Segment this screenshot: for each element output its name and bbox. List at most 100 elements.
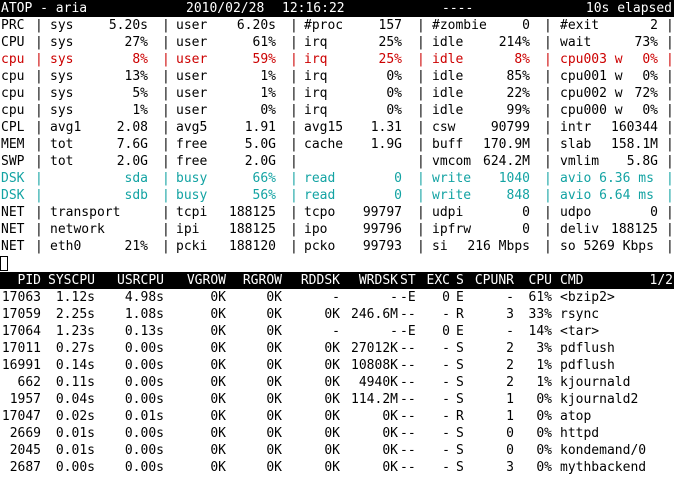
stat-cell: | — [290, 120, 298, 135]
stat-row-net: NET | network | ipi 188125 | ipo 99796 | ipfrw 0 | de… — [0, 221, 674, 238]
process-cell: 1 — [506, 392, 514, 407]
process-cell: 17011 — [1, 341, 41, 356]
column-header: PID — [17, 273, 41, 288]
process-cell: - — [442, 307, 450, 322]
stat-cell: cpu003 w — [560, 52, 623, 67]
process-cell: 0K — [266, 324, 282, 339]
process-cell: 0% — [536, 409, 552, 424]
header-date: 2010/02/28 — [186, 1, 265, 16]
stat-cell: 2.08 — [116, 120, 148, 135]
stat-cell: 1.31 — [370, 120, 402, 135]
stat-cell: ipi — [176, 222, 200, 237]
stat-cell: 72% — [634, 86, 658, 101]
stat-cell: udpi — [432, 205, 464, 220]
stat-cell: | — [35, 69, 43, 84]
stat-cell: | — [544, 35, 552, 50]
process-cell: - — [442, 426, 450, 441]
stat-cell: 2.0G — [116, 154, 148, 169]
process-cell: 0K — [324, 307, 340, 322]
column-header: RGROW — [242, 273, 282, 288]
stat-row-prc: PRC | sys 5.20s | user 6.20s | #proc 157 | #zombie 0… — [0, 17, 674, 34]
stat-cell: | — [290, 52, 298, 67]
stat-cell: 5.20s — [108, 18, 148, 33]
process-cell: - — [442, 341, 450, 356]
stat-cell: ipfrw — [432, 222, 472, 237]
stat-cell: | — [417, 171, 425, 186]
stat-cell: sda — [124, 171, 148, 186]
stat-cell: | — [290, 18, 298, 33]
stat-cell: tcpo — [304, 205, 336, 220]
stat-cell: | — [417, 69, 425, 84]
stat-cell: 0% — [642, 52, 658, 67]
stat-cell: irq — [304, 86, 328, 101]
stat-cell: 13% — [124, 69, 148, 84]
stat-cell: | — [544, 205, 552, 220]
header-time: 12:16:22 — [282, 1, 345, 16]
process-cell: 114.2M — [351, 392, 398, 407]
process-cell: 1% — [536, 375, 552, 390]
stat-cell: 66% — [252, 171, 276, 186]
stat-cell: 0 — [522, 222, 530, 237]
stat-cell: 0 — [394, 171, 402, 186]
process-cell: -- — [400, 341, 416, 356]
process-cell: 0K — [324, 460, 340, 475]
stat-row-net: NET | transport | tcpi 188125 | tcpo 99797 | udpi 0… — [0, 204, 674, 221]
stat-cell: tcpi — [176, 205, 208, 220]
stat-cell: | — [417, 188, 425, 203]
process-cell: 2045 — [9, 443, 41, 458]
stat-cell: 61% — [252, 35, 276, 50]
stat-cell — [60, 221, 148, 238]
stat-cell: | — [666, 222, 674, 237]
stat-cell: 1% — [260, 69, 276, 84]
process-cell: 1.23s — [55, 324, 95, 339]
stat-cell: read — [304, 188, 336, 203]
process-cell: 0K — [266, 460, 282, 475]
stat-cell — [330, 153, 402, 170]
stat-cell: 59% — [252, 52, 276, 67]
stat-cell: 7.6G — [116, 137, 148, 152]
process-cell: 0K — [382, 409, 398, 424]
process-cell: S — [456, 460, 464, 475]
stat-cell: 5.0G — [244, 137, 276, 152]
process-cell: R — [456, 409, 464, 424]
stat-cell: si — [432, 239, 448, 254]
stat-cell: 188125 — [611, 222, 658, 237]
stat-cell: 158.1M — [611, 137, 658, 152]
stat-cell: 160344 — [611, 120, 658, 135]
stat-cell: 2.0G — [244, 154, 276, 169]
stat-cell: | — [666, 154, 674, 169]
stat-cell: avio 6.36 ms — [560, 171, 654, 186]
stat-cell: | — [290, 137, 298, 152]
process-cell: 0K — [324, 341, 340, 356]
process-cell: 0K — [324, 426, 340, 441]
stat-cell: | — [417, 154, 425, 169]
process-cell: -E — [400, 290, 416, 305]
stat-cell: CPU — [1, 35, 25, 50]
process-cell: -E — [400, 324, 416, 339]
process-cell: 0K — [382, 426, 398, 441]
stat-cell: 188125 — [229, 222, 276, 237]
process-cell: R — [456, 307, 464, 322]
stat-cell: 1% — [132, 103, 148, 118]
process-cell: 0 — [442, 290, 450, 305]
stat-cell: sdb — [124, 188, 148, 203]
process-cell: 0.00s — [124, 358, 164, 373]
stat-cell: 8% — [514, 52, 530, 67]
process-cell: 0K — [324, 443, 340, 458]
stat-cell: csw — [432, 120, 456, 135]
stat-cell: | — [162, 137, 170, 152]
stat-cell: free — [176, 154, 208, 169]
stat-cell: | — [290, 239, 298, 254]
stat-cell: sys — [50, 35, 74, 50]
process-cell: 2669 — [9, 426, 41, 441]
stat-cell: cpu002 w — [560, 86, 623, 101]
stat-cell: | — [666, 205, 674, 220]
process-cell: S — [456, 426, 464, 441]
stat-cell: | — [417, 35, 425, 50]
stat-cell: | — [666, 86, 674, 101]
stat-cell: idle — [432, 35, 464, 50]
stat-cell: | — [666, 18, 674, 33]
stat-cell: user — [176, 103, 208, 118]
stat-cell: 22% — [506, 86, 530, 101]
column-header: S — [456, 273, 464, 288]
